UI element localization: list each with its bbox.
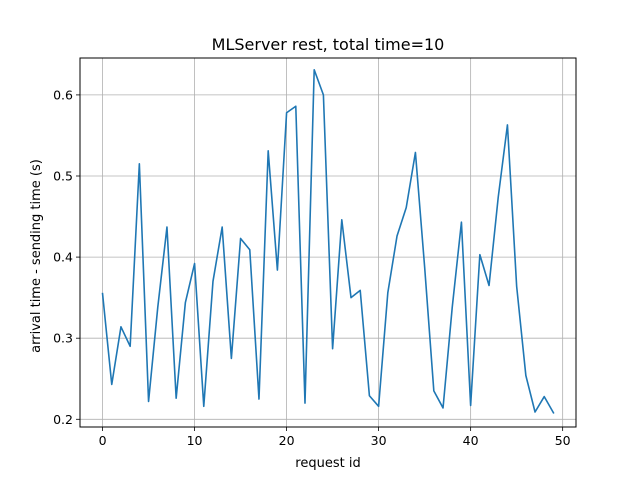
x-tick-label: 0	[99, 433, 107, 448]
y-tick-label: 0.4	[53, 250, 73, 265]
y-axis-ticks: 0.2 0.3 0.4 0.5 0.6	[53, 87, 80, 427]
y-tick-label: 0.2	[53, 412, 73, 427]
y-tick-label: 0.5	[53, 168, 73, 183]
x-axis-label: request id	[295, 456, 360, 471]
x-tick-label: 50	[555, 433, 571, 448]
x-tick-label: 30	[371, 433, 387, 448]
x-tick-label: 20	[279, 433, 295, 448]
x-tick-label: 40	[463, 433, 479, 448]
y-tick-label: 0.3	[53, 331, 73, 346]
y-axis-label: arrival time - sending time (s)	[29, 159, 44, 353]
series-line	[101, 68, 555, 414]
series-line-group	[101, 68, 555, 414]
axes-frame	[79, 57, 577, 428]
chart-title: MLServer rest, total time=10	[212, 35, 445, 54]
x-tick-label: 10	[187, 433, 203, 448]
x-axis-ticks: 0 10 20 30 40 50	[99, 427, 571, 448]
y-tick-label: 0.6	[53, 87, 73, 102]
